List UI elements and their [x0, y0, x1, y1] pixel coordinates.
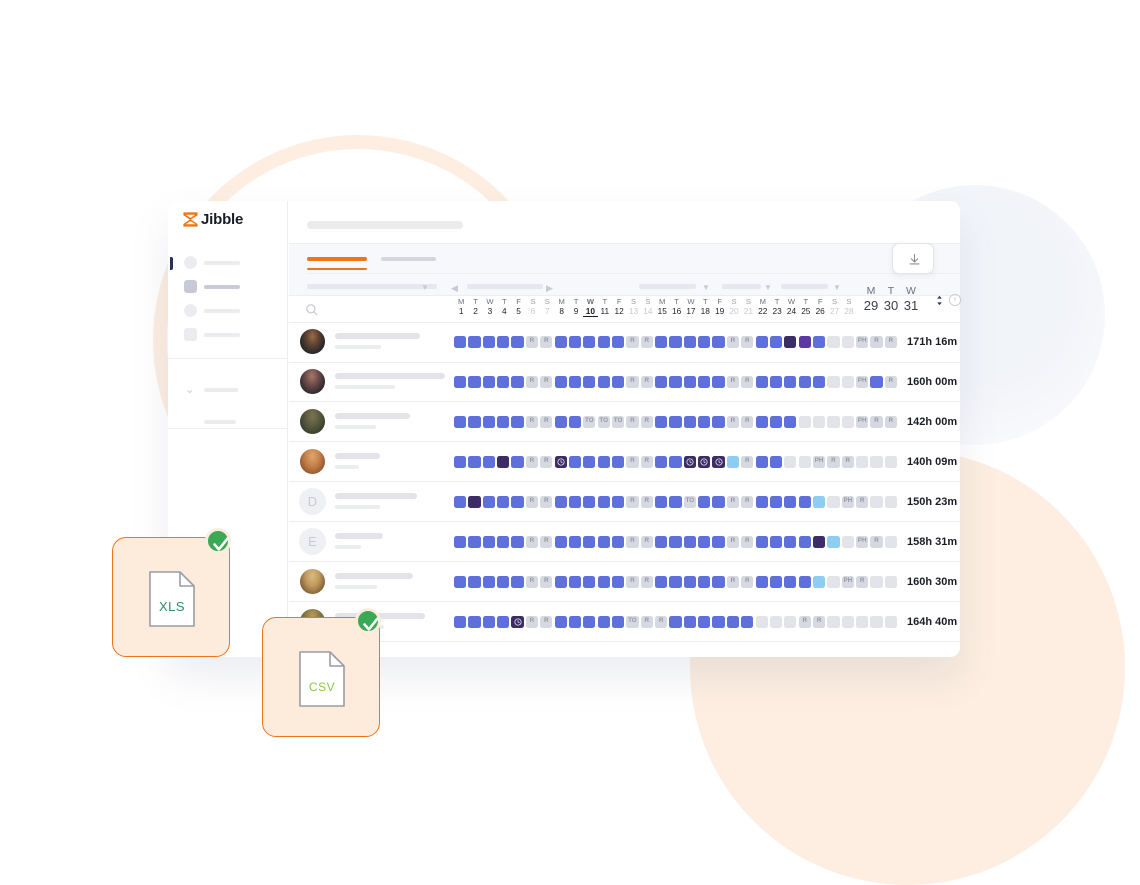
svg-text:CSV: CSV: [309, 680, 335, 694]
svg-text:XLS: XLS: [159, 599, 185, 614]
